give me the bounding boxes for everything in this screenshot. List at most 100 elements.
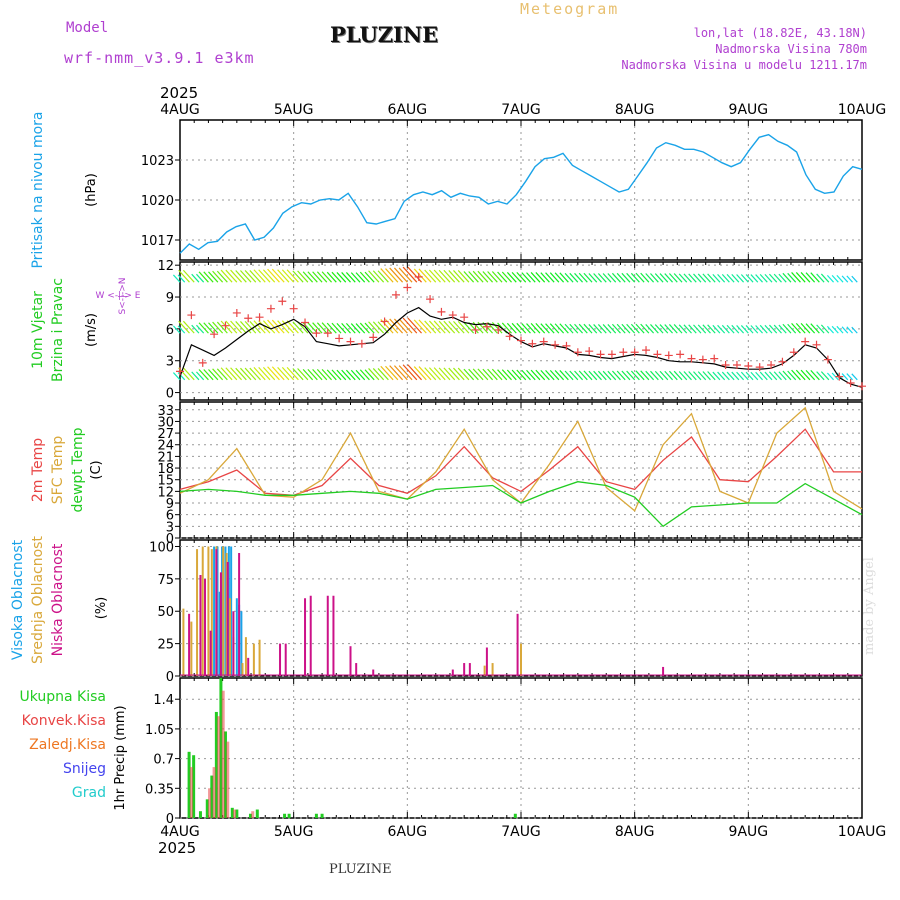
precip-bar [314, 813, 318, 818]
wind-barb [526, 323, 536, 334]
wind-barb [635, 272, 645, 283]
wind-compass-ns: S<-|->N [118, 277, 128, 314]
wind-barb [731, 371, 740, 381]
wind-barb [225, 269, 238, 283]
wind-barb [341, 272, 351, 283]
wind-gust-marker [460, 313, 469, 322]
wind-barb [559, 272, 569, 283]
wind-barb [448, 270, 460, 283]
wind-barb [626, 370, 636, 381]
wind-barb [393, 365, 408, 381]
y-tick-label: 33 [157, 404, 174, 419]
wind-barb [402, 317, 418, 334]
wind-barb [688, 371, 697, 381]
wind-gust-marker [176, 367, 184, 376]
wind-barb [540, 323, 550, 334]
precip-bar [513, 813, 517, 818]
wind-barb [178, 269, 190, 283]
wind-barb [326, 322, 337, 334]
wind-gust-marker [414, 272, 423, 281]
wind-barb [443, 269, 456, 283]
wind-gust-marker [187, 311, 196, 320]
wind-barb [841, 373, 849, 381]
wind-barb [630, 370, 640, 381]
wind-barb [778, 273, 787, 283]
wind-gust-marker [619, 348, 628, 357]
wind-barb [249, 367, 261, 381]
wind-barb [177, 274, 186, 283]
y-tick-label: 12 [157, 259, 174, 274]
wind-barb [805, 323, 816, 334]
wind-barb [292, 321, 304, 334]
wind-gust-marker [858, 382, 866, 391]
wind-barb [407, 364, 422, 381]
temp-unit: (C) [89, 460, 104, 479]
wind-barb [836, 325, 844, 334]
wind-barb [574, 370, 584, 381]
precip-bar [205, 799, 209, 818]
wind-barb [230, 269, 243, 283]
wind-barb [297, 270, 309, 283]
wind-gust-marker [369, 333, 378, 342]
pressure-unit: (hPa) [84, 173, 99, 207]
wind-barb [385, 268, 399, 283]
wind-barb [350, 272, 361, 283]
wind-barb [355, 323, 366, 334]
wind-barb [597, 370, 607, 381]
y-tick-label: 24 [157, 439, 174, 454]
wind-barb [457, 320, 470, 334]
wind-barb [621, 323, 631, 334]
wind-barb [239, 367, 252, 381]
precip-legend-item: Snijeg [63, 761, 106, 777]
wind-barb [583, 370, 593, 381]
wind-barb [216, 321, 228, 334]
wind-barb [501, 271, 512, 283]
wind-barb [659, 324, 669, 334]
wind-barb [286, 269, 299, 283]
wind-barb [178, 320, 190, 334]
wind-barb [626, 272, 636, 283]
wind-barb [326, 369, 337, 381]
wind-gust-marker [391, 290, 400, 299]
wind-barb [800, 272, 811, 283]
wind-barb [554, 272, 565, 283]
wind-barb [697, 273, 707, 283]
wind-barb [678, 273, 688, 283]
wind-barb [740, 274, 749, 283]
wind-barb [402, 266, 418, 283]
wind-barb [569, 370, 579, 381]
wind-barb [678, 324, 688, 334]
temp-ylabel-dew: dewpt Temp [70, 427, 86, 512]
wind-barb [574, 272, 584, 283]
wind-barb [336, 272, 347, 283]
wind-barb [398, 318, 413, 334]
wind-barb [712, 371, 721, 381]
precip-bar [214, 711, 218, 818]
wind-barb [673, 273, 683, 283]
wind-barb [277, 320, 290, 334]
wind-barb [220, 269, 233, 283]
wind-gust-marker [778, 357, 787, 366]
wind-barb [239, 270, 252, 283]
wind-barb [267, 268, 280, 283]
wind-barb [831, 372, 839, 381]
wind-barb [831, 274, 839, 283]
wind-gust-marker [505, 332, 514, 341]
wind-barb [297, 368, 309, 381]
wind-barb [482, 368, 494, 381]
wind-barb [307, 322, 318, 334]
y-tick-label: 15 [157, 474, 174, 489]
top-axis-year: 2025 [160, 84, 198, 102]
wind-barb [702, 273, 711, 283]
wind-barb [468, 368, 479, 381]
y-tick-label: 9 [166, 497, 174, 512]
credit-label: made by Angel [862, 557, 877, 655]
wind-barb [453, 270, 465, 283]
wind-barb [607, 273, 617, 283]
wind-gust-marker [426, 295, 435, 304]
precip-bar [233, 809, 237, 818]
wind-barb [635, 323, 645, 334]
wind-barb [321, 322, 332, 334]
y-tick-label: 1.05 [145, 723, 174, 738]
wind-barb [472, 270, 484, 283]
